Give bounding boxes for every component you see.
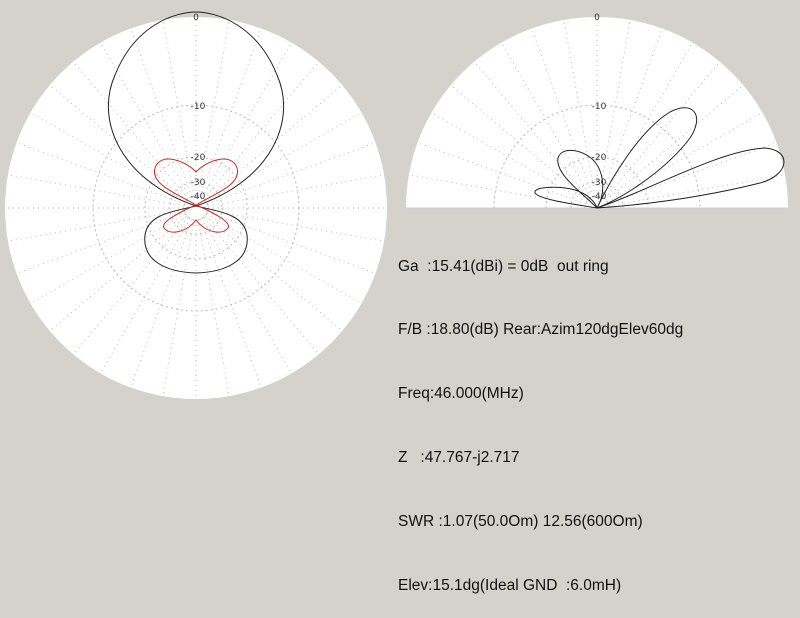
elevation-pattern-plot: 0 -10 -20 -30 -40 — [406, 13, 788, 209]
el-ring-label-40: -40 — [592, 192, 607, 202]
frequency-readout: Freq:46.000(MHz) — [398, 385, 524, 403]
az-ring-label-10: -10 — [191, 102, 206, 112]
azimuth-plot-face — [5, 17, 387, 399]
az-grid-ring — [169, 181, 223, 235]
front-back-readout: F/B :18.80(dB) Rear:Azim120dgElev60dg — [398, 321, 684, 339]
azimuth-ring-labels: 0 -10 -20 -30 -40 — [191, 13, 206, 202]
el-ring-label-30: -30 — [592, 178, 607, 188]
elevation-plot-face — [406, 17, 788, 208]
swr-readout: SWR :1.07(50.0Om) 12.56(600Om) — [398, 513, 643, 531]
el-ring-label-10: -10 — [592, 102, 607, 112]
gain-readout: Ga :15.41(dBi) = 0dB out ring — [398, 257, 609, 275]
az-ring-label-0: 0 — [193, 13, 199, 23]
elevation-ring-labels: 0 -10 -20 -30 -40 — [592, 13, 607, 202]
elevation-pattern-trace — [534, 107, 785, 209]
el-ring-label-0: 0 — [594, 13, 600, 23]
elevation-readout: Elev:15.1dg(Ideal GND :6.0mH) — [398, 577, 622, 595]
impedance-readout: Z :47.767-j2.717 — [398, 449, 520, 467]
azimuth-grid — [5, 17, 387, 399]
azimuth-secondary-trace — [154, 158, 238, 233]
az-grid-ring — [144, 156, 248, 260]
az-ring-label-30: -30 — [191, 178, 206, 188]
antenna-info-panel: Ga :15.41(dBi) = 0dB out ring F/B :18.80… — [398, 213, 683, 618]
el-ring-label-20: -20 — [592, 153, 607, 163]
azimuth-pattern-plot: 0 -10 -20 -30 -40 — [5, 11, 387, 399]
az-ring-label-20: -20 — [191, 153, 206, 163]
el-grid-ring — [570, 181, 624, 209]
radiation-pattern-canvas: 0 -10 -20 -30 -40 0 -10 -20 -30 -40 — [5, 11, 788, 399]
azimuth-pattern-trace — [107, 11, 285, 274]
az-ring-label-40: -40 — [191, 192, 206, 202]
